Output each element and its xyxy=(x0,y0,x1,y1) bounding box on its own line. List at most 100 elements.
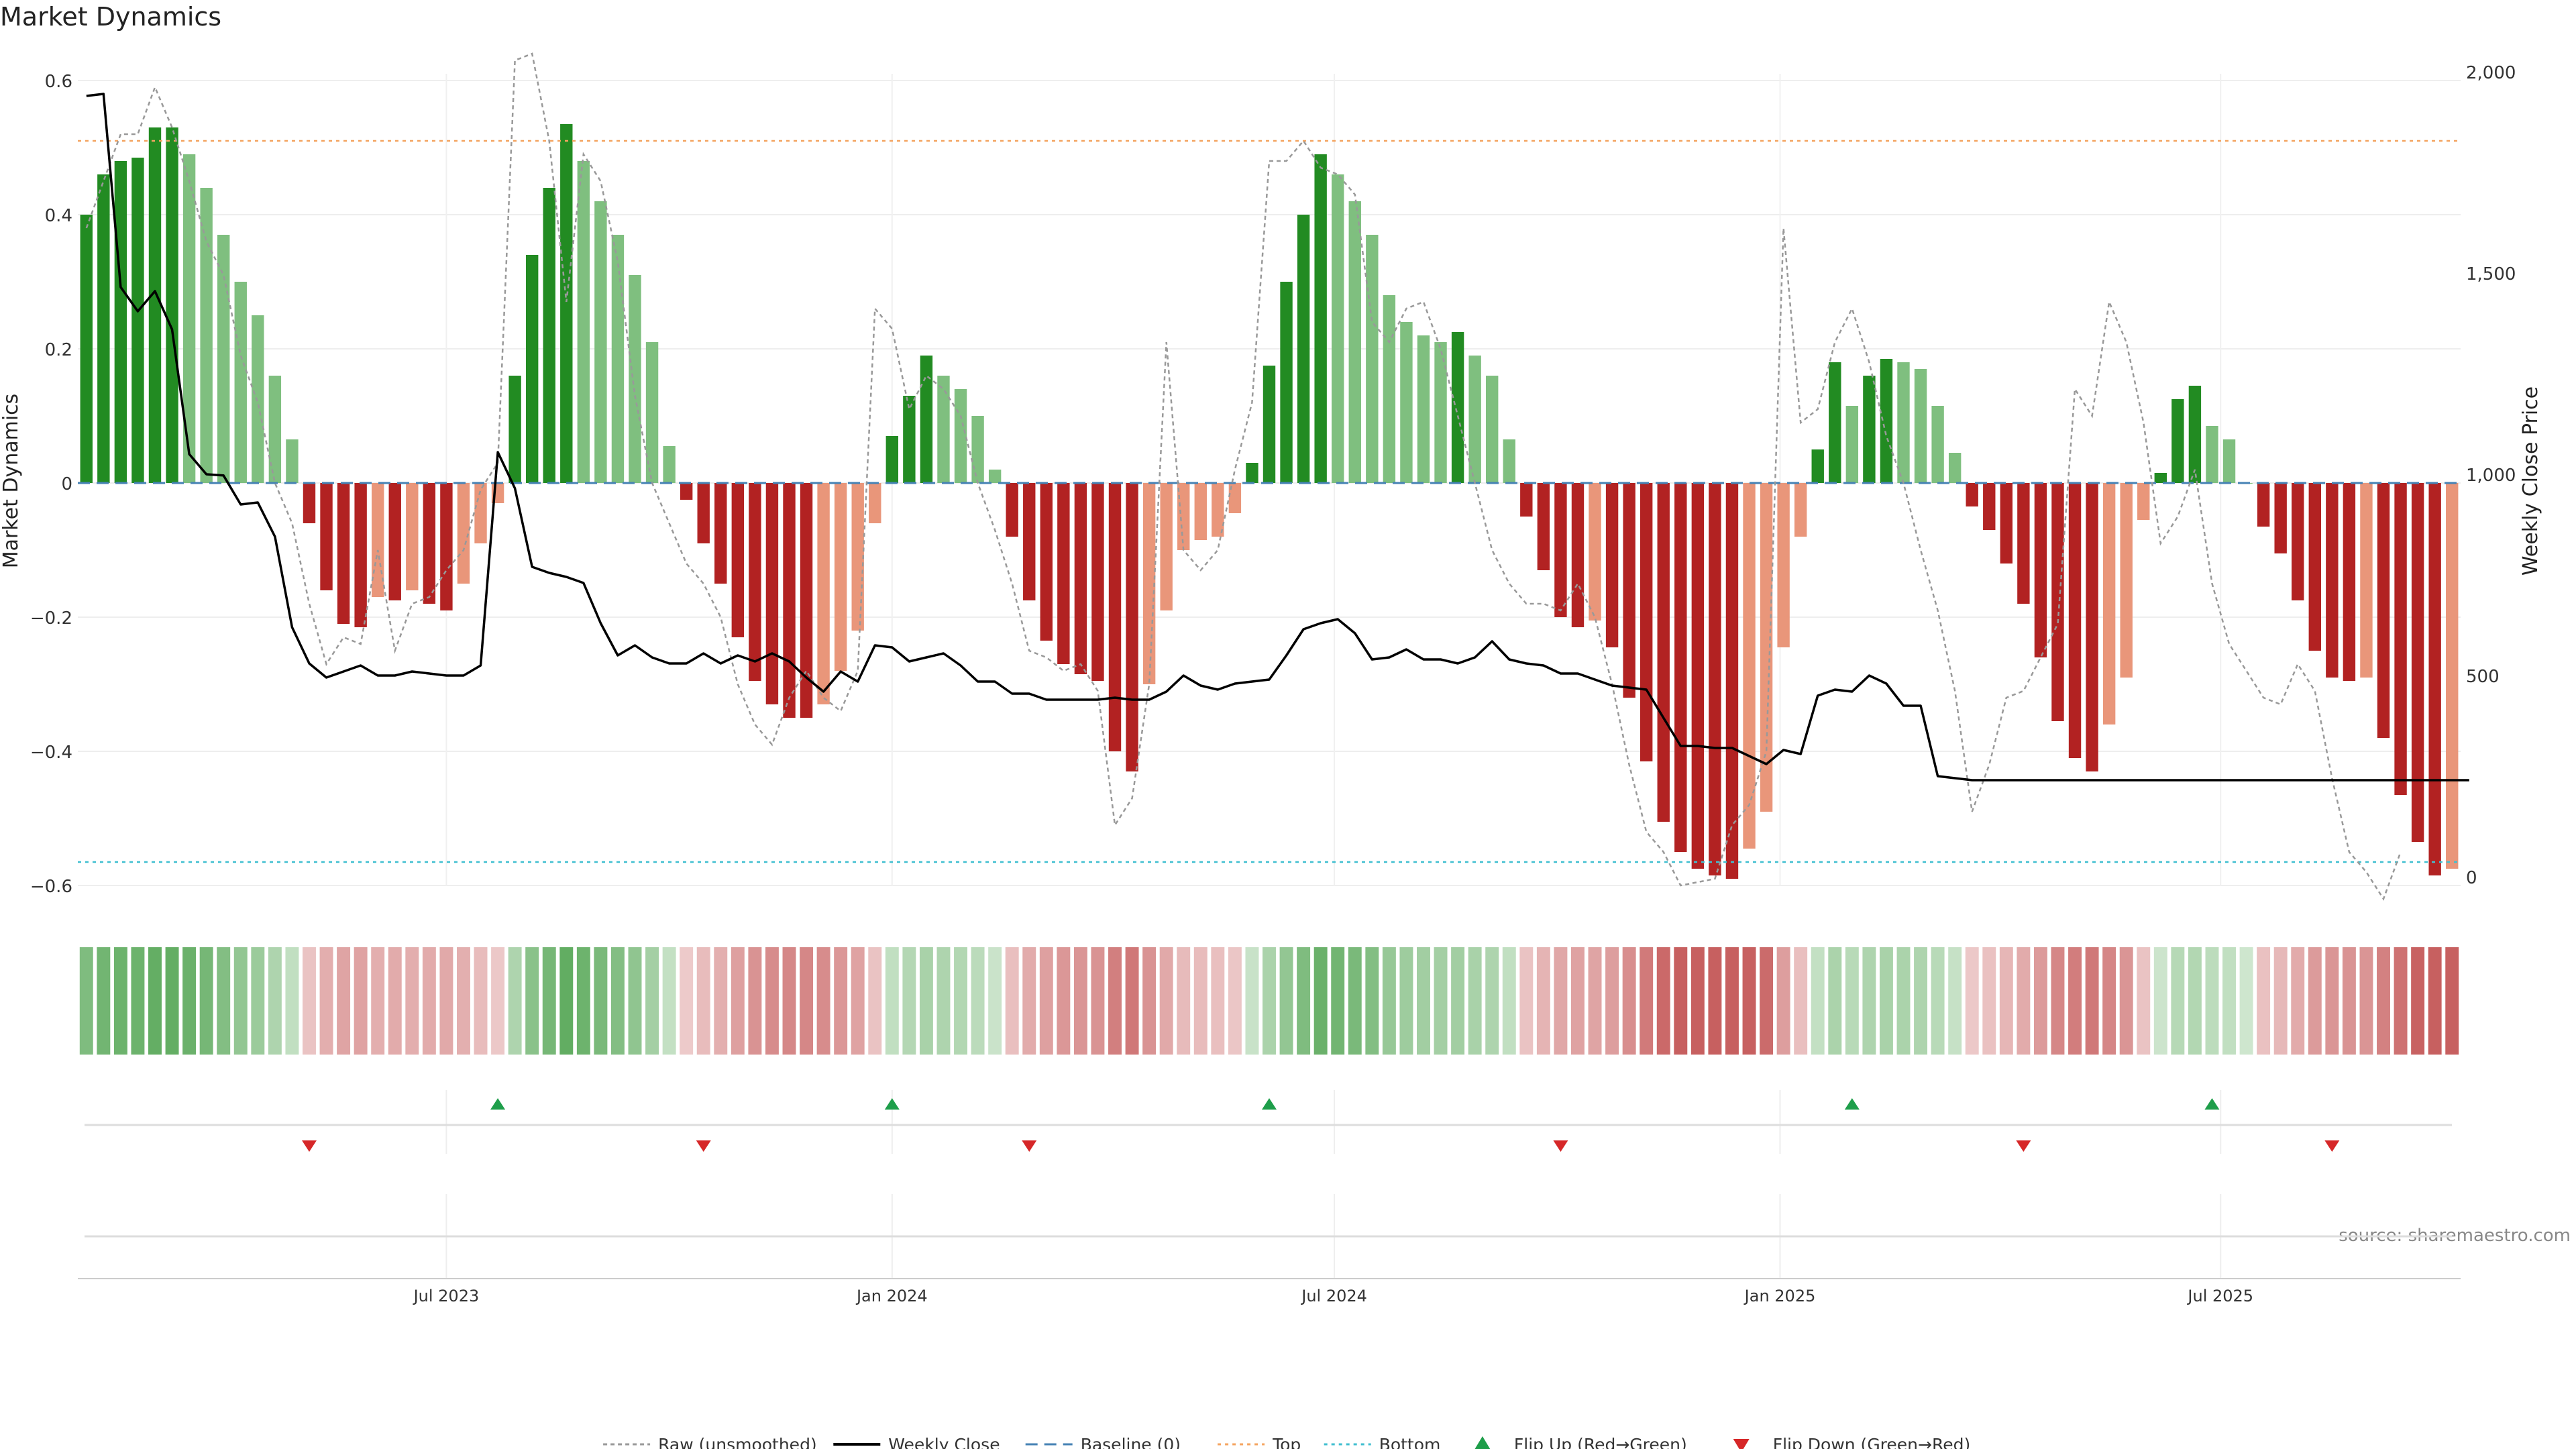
md-bar xyxy=(97,174,110,483)
regime-cell xyxy=(1999,947,2013,1055)
md-bar xyxy=(1486,376,1499,483)
flip-up-marker xyxy=(2204,1098,2220,1110)
md-bar xyxy=(148,127,162,483)
regime-cell xyxy=(1674,947,1688,1055)
regime-cell xyxy=(1142,947,1157,1055)
md-bar xyxy=(1983,483,1996,530)
regime-cell xyxy=(2445,947,2459,1055)
regime-cell xyxy=(388,947,402,1055)
regime-cell xyxy=(1073,947,1087,1055)
x-tick-label: Jul 2025 xyxy=(2186,1287,2253,1305)
md-bar xyxy=(1040,483,1053,641)
y-tick-label: −0.2 xyxy=(30,608,72,629)
regime-cell xyxy=(1159,947,1173,1055)
regime-cell xyxy=(1193,947,1208,1055)
regime-cell xyxy=(217,947,231,1055)
regime-cell xyxy=(1931,947,1945,1055)
regime-cell xyxy=(1039,947,1053,1055)
regime-cell xyxy=(1794,947,1808,1055)
md-bar xyxy=(663,446,676,483)
regime-cell xyxy=(337,947,351,1055)
md-bar xyxy=(1863,376,1876,483)
regime-cell xyxy=(782,947,796,1055)
regime-cell xyxy=(1760,947,1774,1055)
md-bar xyxy=(645,342,659,483)
md-bar xyxy=(423,483,436,604)
legend-item-top: Top xyxy=(1218,1435,1301,1449)
md-bar xyxy=(1640,483,1653,761)
regime-cell xyxy=(1708,947,1722,1055)
regime-cell xyxy=(525,947,539,1055)
md-bar xyxy=(1914,369,1927,483)
regime-cell xyxy=(902,947,916,1055)
md-bar xyxy=(1126,483,1138,771)
md-bar xyxy=(2171,399,2184,483)
md-bar xyxy=(834,483,847,671)
md-bar xyxy=(166,127,178,483)
flip-markers-panel xyxy=(85,1098,2452,1238)
regime-cell xyxy=(2273,947,2288,1055)
md-bar xyxy=(114,161,127,483)
regime-cell xyxy=(800,947,814,1055)
regime-cell xyxy=(456,947,470,1055)
legend-label: Weekly Close xyxy=(888,1435,1000,1449)
md-bar xyxy=(406,483,419,590)
md-bar xyxy=(1297,215,1310,483)
regime-cell xyxy=(2153,947,2167,1055)
regime-cell xyxy=(1948,947,1962,1055)
regime-cell xyxy=(1982,947,1996,1055)
legend-item-raw: Raw (unsmoothed) xyxy=(603,1435,817,1449)
regime-cell xyxy=(1417,947,1430,1055)
regime-cell xyxy=(645,947,659,1055)
md-bar xyxy=(594,201,607,483)
regime-cell xyxy=(371,947,385,1055)
legend-label: Flip Down (Green→Red) xyxy=(1773,1435,1971,1449)
md-bar xyxy=(1314,154,1327,483)
regime-cell xyxy=(1742,947,1756,1055)
regime-cell xyxy=(2085,947,2099,1055)
md-bar xyxy=(1348,201,1361,483)
regime-cell xyxy=(1108,947,1122,1055)
regime-cell xyxy=(2428,947,2442,1055)
md-bar xyxy=(1280,282,1293,483)
legend: Raw (unsmoothed) Weekly Close Baseline (0)… xyxy=(603,1435,1970,1449)
md-bar xyxy=(1657,483,1670,822)
regime-cell xyxy=(2119,947,2133,1055)
regime-cell xyxy=(1331,947,1345,1055)
md-bar xyxy=(1743,483,1756,849)
flip-down-marker xyxy=(2016,1140,2031,1152)
md-bar xyxy=(2377,483,2390,738)
regime-cell xyxy=(748,947,762,1055)
y-axis-label: Market Dynamics xyxy=(0,394,23,569)
regime-cell xyxy=(1279,947,1293,1055)
md-bar xyxy=(697,483,710,543)
regime-cell xyxy=(1228,947,1242,1055)
regime-cell xyxy=(285,947,299,1055)
regime-cell xyxy=(1622,947,1636,1055)
regime-cell xyxy=(2411,947,2425,1055)
regime-cell xyxy=(1057,947,1071,1055)
md-bar xyxy=(1845,406,1859,483)
md-bar xyxy=(1177,483,1190,550)
md-bar xyxy=(1091,483,1104,681)
regime-cell xyxy=(165,947,179,1055)
md-bar xyxy=(1725,483,1739,879)
md-bar xyxy=(1829,362,1841,483)
md-bar xyxy=(920,356,933,483)
md-bar xyxy=(508,376,521,483)
md-bar xyxy=(1571,483,1585,627)
md-bar xyxy=(1228,483,1242,513)
md-bar xyxy=(2308,483,2321,651)
regime-cell xyxy=(1776,947,1790,1055)
md-bar xyxy=(1537,483,1550,570)
weekly-close-line xyxy=(86,93,2469,782)
y-tick-label: −0.6 xyxy=(30,877,72,897)
regime-cell xyxy=(148,947,162,1055)
regime-cell xyxy=(2188,947,2202,1055)
chart-title: Market Dynamics xyxy=(0,2,221,32)
regime-cell xyxy=(576,947,590,1055)
md-bar xyxy=(2274,483,2287,553)
md-bar xyxy=(869,483,881,523)
regime-cell xyxy=(2222,947,2236,1055)
